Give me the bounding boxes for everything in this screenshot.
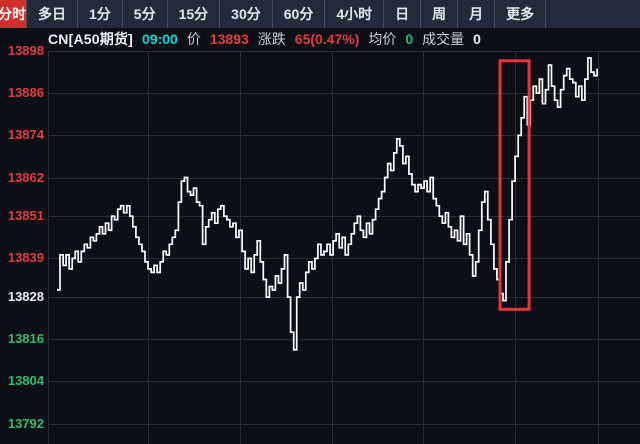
toolbar-tab-4[interactable]: 15分 (168, 0, 221, 28)
y-axis-label: 13851 (7, 208, 44, 224)
toolbar-tab-7[interactable]: 4小时 (325, 0, 385, 28)
toolbar-tab-label: 4小时 (336, 6, 373, 22)
toolbar-tab-label: 日 (395, 6, 410, 22)
toolbar-tab-label: 15分 (178, 6, 209, 22)
y-axis-label: 13886 (7, 85, 44, 101)
toolbar-tab-0[interactable]: 分时 (0, 0, 27, 28)
status-bar: CN[A50期货] 09:00 价 13893 涨跌 65(0.47%) 均价 … (48, 29, 481, 49)
toolbar-tab-9[interactable]: 周 (421, 0, 459, 28)
toolbar-tab-5[interactable]: 30分 (220, 0, 273, 28)
toolbar-tab-3[interactable]: 5分 (123, 0, 168, 28)
toolbar-tab-8[interactable]: 日 (384, 0, 422, 28)
annotation-box (498, 59, 531, 311)
y-axis-label: 13839 (7, 250, 44, 266)
change-label: 涨跌 (257, 31, 286, 47)
toolbar-tab-label: 5分 (133, 6, 156, 22)
y-axis-label: 13862 (7, 169, 44, 185)
toolbar-tab-label: 多日 (38, 6, 66, 22)
price-label: 价 (186, 31, 201, 47)
toolbar-tab-label: 周 (432, 6, 447, 22)
toolbar-tab-label: 分时 (0, 6, 26, 22)
volume-label: 成交量 (422, 31, 465, 47)
volume-value: 0 (473, 31, 481, 47)
toolbar-tab-2[interactable]: 1分 (78, 0, 123, 28)
y-axis-label: 13816 (7, 331, 44, 347)
toolbar-tab-label: 30分 (231, 6, 261, 22)
y-axis-label: 13804 (7, 373, 44, 389)
grid-lines (48, 51, 640, 444)
change-value: 65(0.47%) (294, 31, 360, 47)
toolbar-tab-1[interactable]: 多日 (27, 0, 78, 28)
period-toolbar: 分时 多日 1分 5分 15分 30分 60分 4小时 日 周 月 更多 (0, 0, 640, 28)
price-line (57, 57, 598, 351)
avg-price-value: 0 (405, 31, 414, 47)
toolbar-tab-label: 1分 (89, 6, 111, 22)
toolbar-tab-10[interactable]: 月 (458, 0, 496, 28)
quote-time: 09:00 (142, 31, 178, 47)
toolbar-tab-11[interactable]: 更多 (495, 0, 547, 28)
y-axis-label: 13874 (7, 127, 44, 143)
y-axis-label: 13898 (7, 43, 44, 58)
toolbar-tab-label: 60分 (283, 6, 314, 22)
toolbar-tab-label: 月 (469, 6, 484, 22)
avg-price-label: 均价 (368, 31, 397, 47)
symbol-name: CN[A50期货] (48, 31, 134, 47)
toolbar-tab-6[interactable]: 60分 (273, 0, 326, 28)
y-axis-label: 13792 (7, 415, 44, 431)
price-value: 13893 (209, 31, 249, 47)
toolbar-tab-label: 更多 (506, 6, 535, 22)
y-axis-label: 13828 (7, 289, 44, 305)
